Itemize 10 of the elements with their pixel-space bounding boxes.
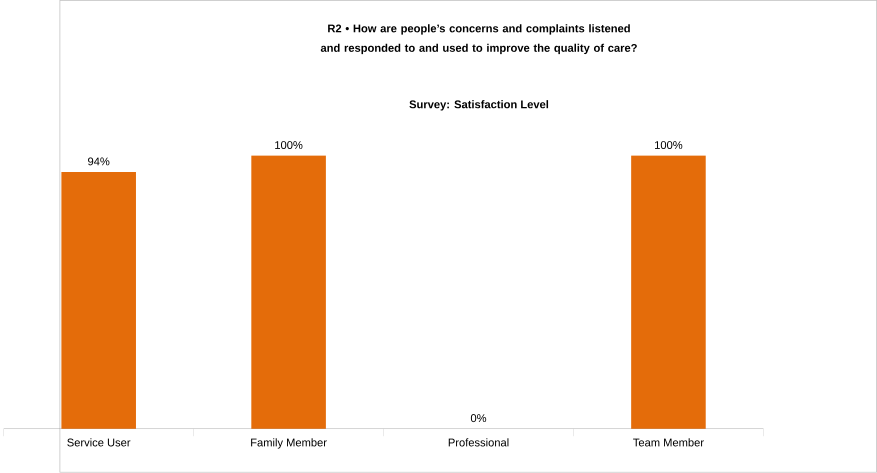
- data-label: 100%: [655, 141, 682, 150]
- data-label: 94%: [88, 158, 110, 166]
- x-tick-label: Service User: [67, 438, 130, 447]
- x-tick-label: Team Member: [633, 438, 704, 447]
- x-tick-label: Professional: [448, 438, 508, 447]
- chart-subtitle: Survey: Satisfaction Level: [409, 100, 548, 111]
- data-label: 100%: [275, 141, 302, 150]
- chart-title: R2 • How are people’s concerns and complaints listened and responded to and used to improve the quality of care?: [320, 24, 637, 54]
- data-label: 0%: [470, 414, 486, 422]
- x-tick-label: Family Member: [251, 438, 327, 449]
